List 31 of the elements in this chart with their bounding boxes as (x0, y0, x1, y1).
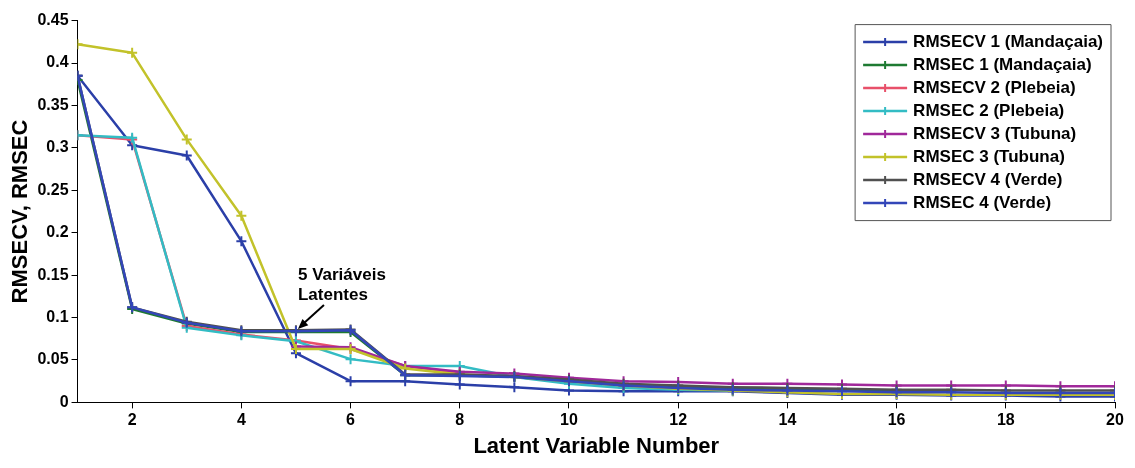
legend-label: RMSEC 4 (Verde) (913, 192, 1052, 212)
x-tick-label: 14 (778, 411, 797, 429)
x-tick-label: 6 (346, 411, 356, 429)
x-tick-label: 18 (996, 411, 1015, 429)
x-tick-label: 12 (669, 411, 688, 429)
legend-label: RMSEC 3 (Tubuna) (913, 146, 1065, 166)
y-tick-label: 0.25 (37, 180, 69, 198)
y-tick-label: 0.3 (46, 138, 69, 156)
legend-label: RMSECV 1 (Mandaçaia) (913, 31, 1104, 51)
legend-label: RMSECV 2 (Plebeia) (913, 77, 1076, 97)
x-tick-label: 8 (455, 411, 465, 429)
x-tick-label: 20 (1106, 411, 1124, 429)
y-tick-label: 0.2 (46, 223, 69, 241)
y-tick-label: 0.4 (46, 53, 69, 71)
x-axis-title: Latent Variable Number (473, 432, 720, 458)
legend-label: RMSEC 2 (Plebeia) (913, 100, 1065, 120)
y-tick-label: 0.1 (46, 307, 69, 325)
legend-label: RMSECV 3 (Tubuna) (913, 123, 1077, 143)
y-tick-label: 0.35 (37, 95, 69, 113)
x-tick-label: 2 (127, 411, 137, 429)
legend-label: RMSECV 4 (Verde) (913, 169, 1063, 189)
legend-label: RMSEC 1 (Mandaçaia) (913, 54, 1092, 74)
y-axis-title: RMSECV, RMSEC (7, 119, 33, 304)
y-tick-label: 0.05 (37, 350, 69, 368)
x-tick-label: 4 (236, 411, 246, 429)
x-tick-label: 16 (887, 411, 906, 429)
y-tick-label: 0.45 (37, 11, 69, 29)
x-tick-label: 10 (560, 411, 578, 429)
annotation: 5 Variáveis Latentes (297, 264, 386, 304)
y-tick-label: 0 (59, 392, 69, 410)
y-tick-label: 0.15 (37, 265, 69, 283)
